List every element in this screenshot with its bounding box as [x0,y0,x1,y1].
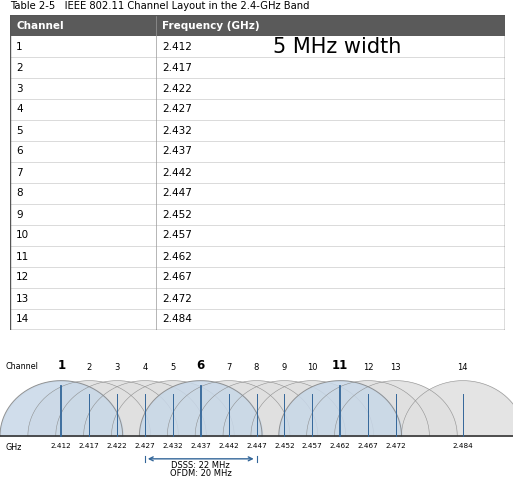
Text: 2.462: 2.462 [330,444,350,449]
Text: 8: 8 [16,188,23,198]
Text: 2.447: 2.447 [162,188,192,198]
Bar [10,288,505,309]
Text: 3: 3 [16,84,23,94]
Text: 4: 4 [16,105,23,115]
Text: 2.452: 2.452 [274,444,295,449]
Text: 7: 7 [16,167,23,177]
Text: 11: 11 [16,251,29,261]
Bar [10,309,505,330]
Text: 2.432: 2.432 [162,126,192,135]
Text: 2.452: 2.452 [162,209,192,219]
Text: 2.412: 2.412 [51,444,72,449]
Bar [10,162,505,183]
Text: 10: 10 [16,230,29,240]
Bar [10,57,505,78]
Text: 6: 6 [16,146,23,156]
Text: 2.417: 2.417 [79,444,100,449]
Text: Table 2-5   IEEE 802.11 Channel Layout in the 2.4-GHz Band: Table 2-5 IEEE 802.11 Channel Layout in … [10,1,310,11]
Text: 2.457: 2.457 [302,444,323,449]
Text: 12: 12 [16,272,29,282]
Text: 2.442: 2.442 [162,167,192,177]
Bar [10,36,505,57]
Text: 2.462: 2.462 [162,251,192,261]
Text: 2.437: 2.437 [162,146,192,156]
Text: Channel: Channel [16,21,64,31]
Text: 2.417: 2.417 [162,63,192,73]
Text: 5 MHz width: 5 MHz width [273,36,401,56]
Text: 6: 6 [196,359,205,372]
Text: 1: 1 [16,42,23,52]
Text: GHz: GHz [6,444,22,453]
Text: 2.484: 2.484 [452,444,473,449]
Bar [10,120,505,141]
Bar [10,267,505,288]
Bar [10,204,505,225]
Text: 12: 12 [363,363,373,372]
Text: 3: 3 [114,363,120,372]
Text: 2.467: 2.467 [358,444,379,449]
Text: 2.457: 2.457 [162,230,192,240]
Bar [10,78,505,99]
Text: Channel: Channel [6,362,38,371]
Text: 2.467: 2.467 [162,272,192,282]
Bar [10,183,505,204]
Text: 2: 2 [16,63,23,73]
Text: 5: 5 [16,126,23,135]
Text: 13: 13 [390,363,401,372]
Text: 4: 4 [142,363,148,372]
Text: 2: 2 [87,363,92,372]
Text: 2.472: 2.472 [162,293,192,304]
Text: 2.427: 2.427 [134,444,155,449]
Text: 14: 14 [16,315,29,325]
Text: 5: 5 [170,363,175,372]
Text: 2.412: 2.412 [162,42,192,52]
Text: 14: 14 [458,363,468,372]
Text: 13: 13 [16,293,29,304]
Text: 7: 7 [226,363,231,372]
Bar [10,141,505,162]
Text: 2.422: 2.422 [107,444,127,449]
Text: 10: 10 [307,363,318,372]
Bar [10,15,505,36]
Bar [10,225,505,246]
Text: 2.447: 2.447 [246,444,267,449]
Text: 1: 1 [57,359,65,372]
Text: 8: 8 [254,363,259,372]
Text: DSSS: 22 MHz: DSSS: 22 MHz [171,461,230,470]
Text: 2.427: 2.427 [162,105,192,115]
Text: 2.432: 2.432 [163,444,183,449]
Text: 9: 9 [16,209,23,219]
Text: 11: 11 [332,359,348,372]
Text: OFDM: 20 MHz: OFDM: 20 MHz [170,469,231,478]
Text: 2.422: 2.422 [162,84,192,94]
Text: 2.472: 2.472 [386,444,406,449]
Bar [10,99,505,120]
Text: 2.437: 2.437 [190,444,211,449]
Text: Frequency (GHz): Frequency (GHz) [162,21,260,31]
Text: 2.442: 2.442 [218,444,239,449]
Bar [10,246,505,267]
Text: 9: 9 [282,363,287,372]
Text: 2.484: 2.484 [162,315,192,325]
